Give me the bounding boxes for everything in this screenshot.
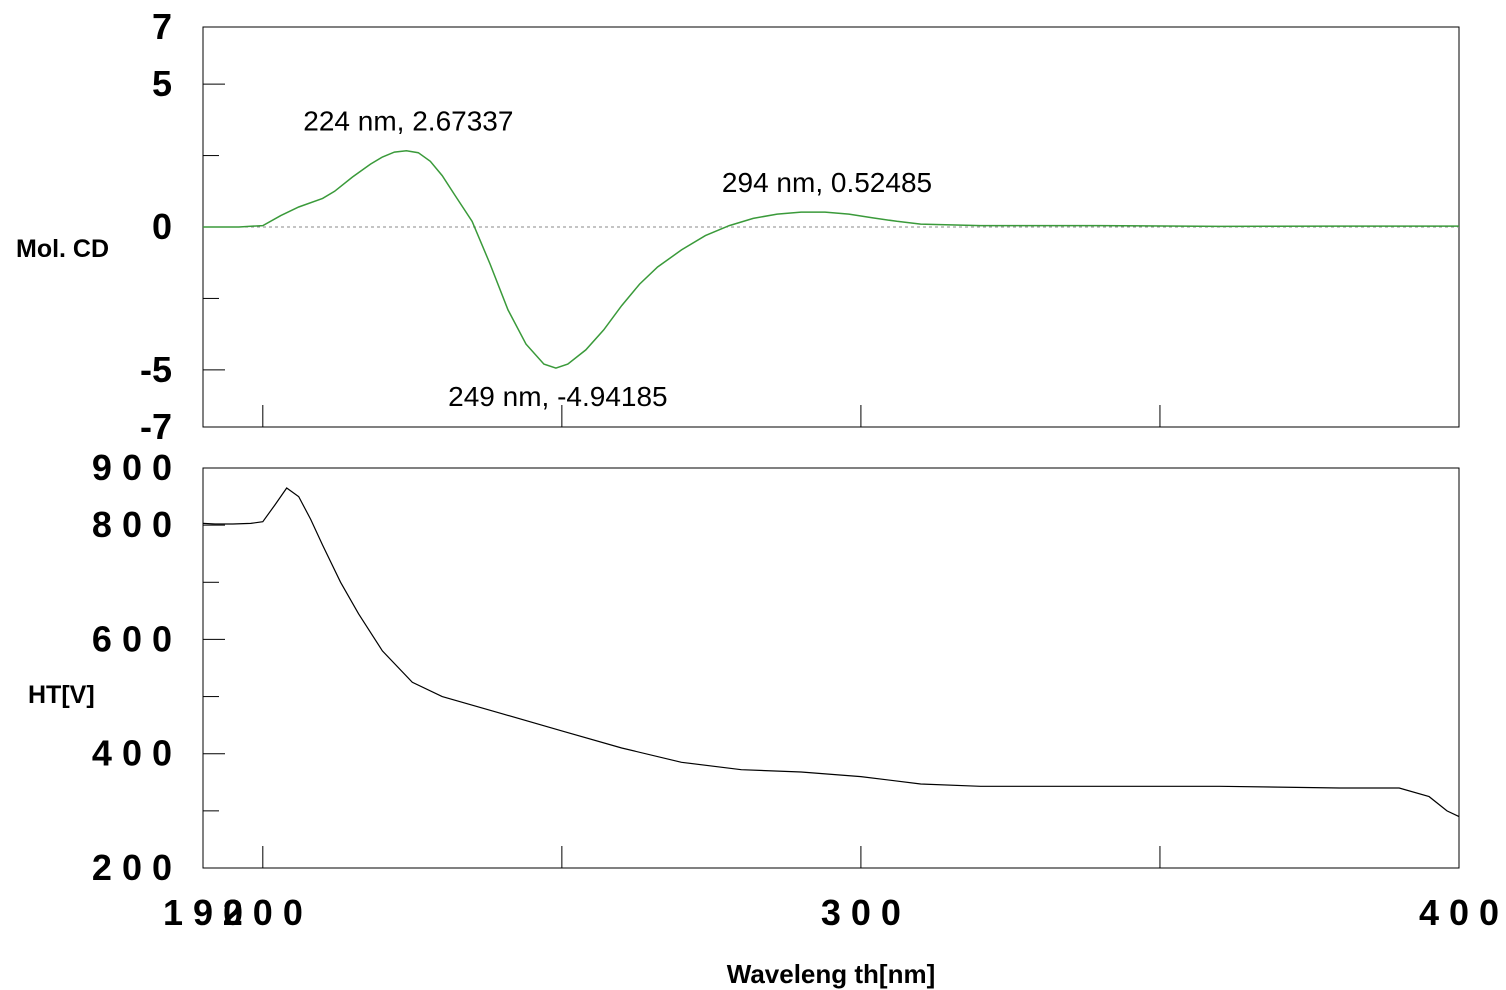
ht-y-tick-label: 2 0 0: [92, 847, 172, 888]
cd-y-tick-label: 5: [152, 63, 172, 104]
ht-y-ticks: 9 0 0 8 0 0 6 0 0 4 0 0 2 0 0: [92, 447, 225, 888]
ht-series-line: [202, 487, 1460, 818]
x-tick-label: 3 0 0: [821, 892, 901, 933]
cd-peak-annotation: 249 nm, -4.94185: [448, 381, 668, 412]
x-tick-label: 4 0 0: [1419, 892, 1499, 933]
x-tick-label: 2 0 0: [223, 892, 303, 933]
cd-y-ticks: 7 5 0 -5 -7: [140, 6, 225, 447]
x-tick-label: 1 9 0: [163, 892, 243, 933]
cd-y-tick-label: 0: [152, 206, 172, 247]
cd-y-tick-label: -5: [140, 349, 172, 390]
ht-x-ticks: 1 9 02 0 0 3 0 0 4 0 0: [163, 846, 1499, 933]
cd-peak-annotation: 294 nm, 0.52485: [722, 167, 932, 198]
ht-panel: 9 0 0 8 0 0 6 0 0 4 0 0 2 0 0 1 9 02 0 0 3 0 …: [28, 447, 1499, 989]
x-axis-label: Waveleng th[nm]: [727, 959, 935, 989]
ht-plot-frame: [202, 467, 1460, 869]
cd-y-axis-label: Mol. CD: [16, 235, 109, 263]
ht-y-axis-label: HT[V]: [28, 681, 95, 709]
ht-y-tick-label: 4 0 0: [92, 733, 172, 774]
ht-y-tick-label: 9 0 0: [92, 447, 172, 488]
cd-y-tick-label: -7: [140, 406, 172, 447]
cd-peak-annotation: 224 nm, 2.67337: [303, 106, 513, 137]
cd-x-ticks: [262, 405, 1161, 427]
ht-y-tick-label: 6 0 0: [92, 618, 172, 659]
cd-annotations: 224 nm, 2.67337 249 nm, -4.94185 294 nm, 0…: [303, 106, 932, 413]
ht-y-tick-label: 8 0 0: [92, 504, 172, 545]
cd-y-tick-label: 7: [152, 6, 172, 47]
cd-series-line: [203, 149, 1459, 369]
